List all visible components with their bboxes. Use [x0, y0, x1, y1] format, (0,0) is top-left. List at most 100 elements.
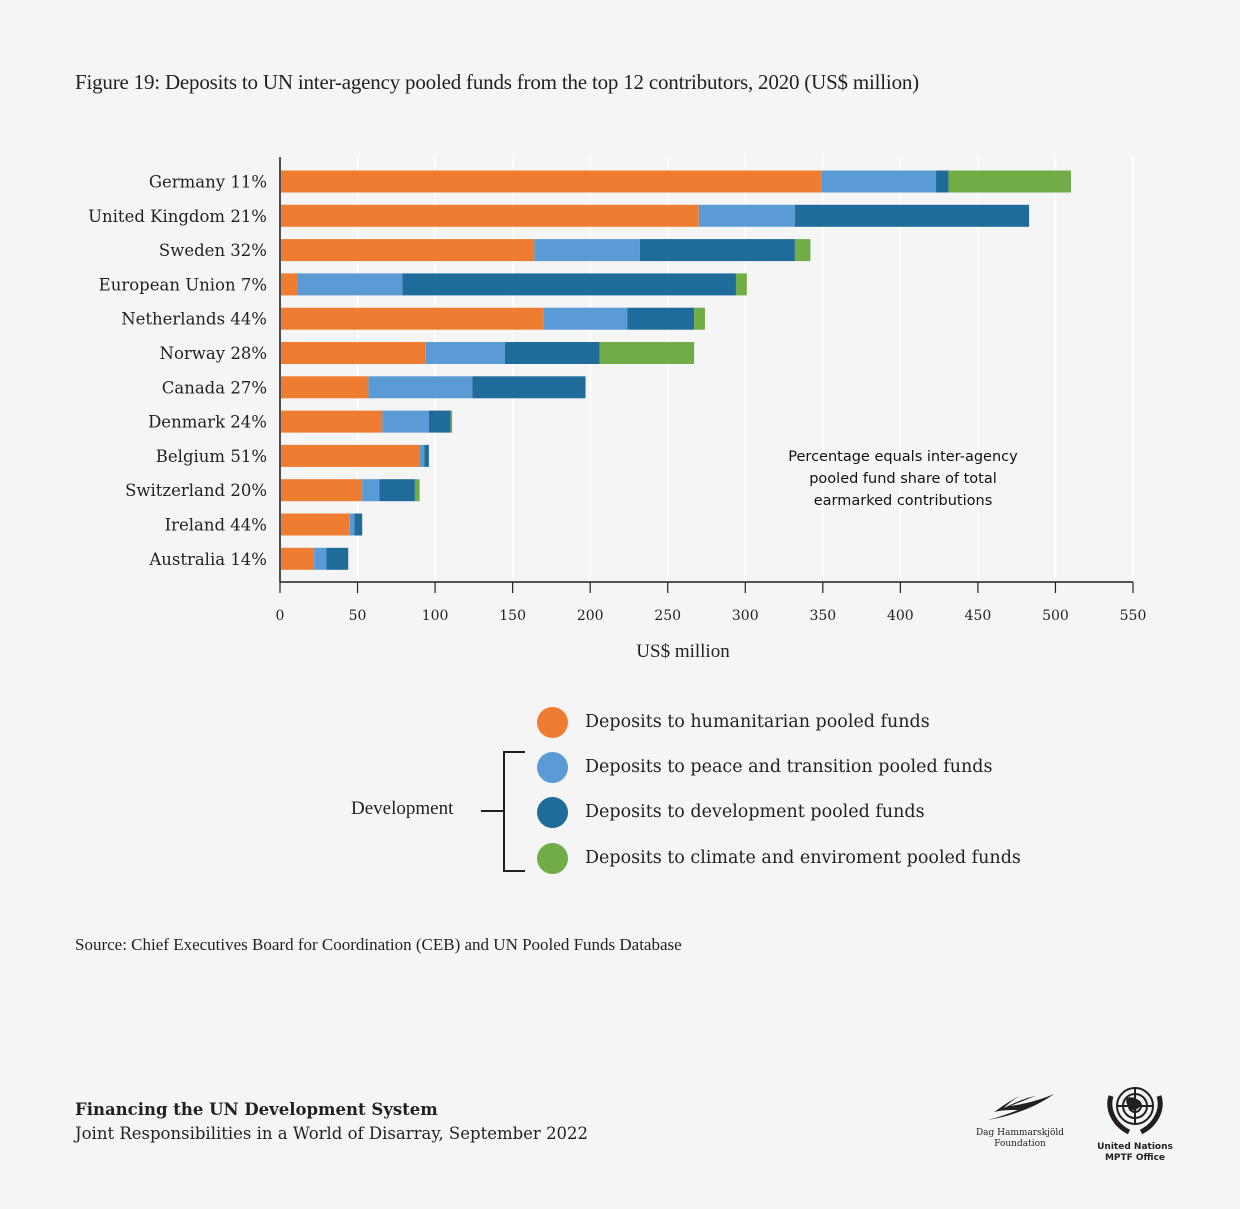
bar-segment	[599, 342, 695, 364]
legend-item-humanitarian: Deposits to humanitarian pooled funds	[537, 706, 930, 738]
x-tick-label: 300	[732, 608, 759, 624]
category-label: Belgium 51%	[156, 447, 267, 466]
bar-segment	[794, 239, 811, 262]
x-tick-label: 500	[1042, 608, 1069, 624]
bar-segment	[280, 444, 420, 467]
x-tick-label: 250	[654, 608, 681, 624]
axes	[279, 157, 1133, 583]
bar-segment	[450, 410, 453, 433]
legend-label: Deposits to climate and enviroment poole…	[585, 848, 1021, 868]
gridlines	[356, 157, 1134, 582]
bar-segment	[379, 479, 415, 502]
category-label: Netherlands 44%	[121, 310, 267, 329]
bar-segment	[280, 410, 383, 433]
footer-title: Financing the UN Development System	[75, 1100, 438, 1119]
bar-segment	[821, 170, 937, 193]
bar-segment	[326, 547, 349, 570]
footer-subtitle: Joint Responsibilities in a World of Dis…	[75, 1124, 589, 1143]
legend-swatch-humanitarian	[537, 706, 568, 738]
x-tick-label: 350	[809, 608, 836, 624]
category-label: Denmark 24%	[148, 413, 267, 432]
legend-label: Deposits to humanitarian pooled funds	[585, 712, 930, 732]
x-tick-label: 550	[1120, 608, 1147, 624]
bar-segment	[414, 479, 420, 502]
bar-segment	[639, 239, 795, 262]
bar-segment	[425, 342, 505, 364]
legend-item-climate: Deposits to climate and enviroment poole…	[537, 842, 1021, 874]
bracket	[503, 751, 505, 871]
x-ticks: 0 50 100 150 200 250 300 350 400 450 500 550	[276, 582, 1147, 624]
category-label: United Kingdom 21%	[88, 207, 267, 226]
bar-segment	[627, 307, 695, 330]
bar-segment	[794, 204, 1030, 227]
bar-segment	[694, 307, 705, 330]
bar-segment	[280, 204, 699, 227]
legend-label: Deposits to peace and transition pooled …	[585, 757, 993, 777]
bar-segment	[735, 273, 747, 296]
category-label: Sweden 32%	[159, 241, 267, 260]
bar-segment	[948, 170, 1071, 193]
bracket-top	[503, 751, 525, 753]
bar-segment	[280, 342, 426, 364]
bar-segment	[280, 273, 298, 296]
chart-title: Figure 19: Deposits to UN inter-agency p…	[75, 70, 919, 94]
bar-segment	[280, 239, 535, 262]
x-tick-label: 0	[276, 608, 285, 624]
bracket-bottom	[503, 870, 525, 872]
dag-hammarskjold-foundation-logo: Dag Hammarskjöld Foundation	[975, 1090, 1065, 1150]
bar-segment	[504, 342, 600, 364]
un-caption-line2: MPTF Office	[1104, 1153, 1166, 1163]
bar-segment	[280, 376, 369, 399]
category-label: Australia 14%	[148, 550, 267, 569]
bar-segment	[280, 513, 350, 536]
bar-segment	[382, 410, 429, 433]
category-label: Ireland 44%	[165, 516, 267, 535]
x-tick-label: 450	[965, 608, 992, 624]
un-caption-line1: United Nations	[1097, 1142, 1173, 1152]
x-tick-label: 50	[349, 608, 367, 624]
bar-segment	[349, 513, 355, 536]
bar-segment	[543, 307, 628, 330]
chart-annotation: Percentage equals inter-agency pooled fu…	[788, 449, 1018, 509]
bracket-connector	[481, 810, 503, 812]
category-label: Germany 11%	[149, 173, 267, 192]
legend-swatch-development	[537, 796, 568, 828]
source-note: Source: Chief Executives Board for Coord…	[75, 935, 682, 954]
x-tick-label: 400	[887, 608, 914, 624]
legend-item-development: Deposits to development pooled funds	[537, 796, 925, 828]
x-tick-label: 200	[577, 608, 604, 624]
x-tick-label: 150	[499, 608, 526, 624]
un-emblem-icon	[1107, 1087, 1163, 1135]
dhf-caption-line1: Dag Hammarskjöld	[975, 1128, 1065, 1138]
bar-segment	[936, 170, 949, 193]
x-axis-title: US$ million	[636, 641, 730, 662]
un-mptf-logo: United Nations MPTF Office	[1095, 1078, 1175, 1164]
bar-segment	[368, 376, 473, 399]
stacked-bar-chart: Germany 11% United Kingdom 21% Sweden 32% E…	[88, 157, 1147, 662]
category-label: European Union 7%	[99, 275, 267, 294]
dhf-caption-line2: Foundation	[994, 1139, 1046, 1149]
category-labels: Germany 11% United Kingdom 21% Sweden 32% E…	[88, 173, 267, 569]
legend-group-label: Development	[351, 798, 454, 819]
bar-segment	[402, 273, 736, 296]
bar-segment	[472, 376, 586, 399]
bar-segment	[280, 547, 315, 570]
bar-segment	[280, 479, 363, 502]
bar-segment	[419, 444, 425, 467]
legend-label: Deposits to development pooled funds	[585, 802, 925, 822]
bars	[280, 170, 1071, 570]
bar-segment	[424, 444, 429, 467]
category-label: Switzerland 20%	[125, 481, 267, 500]
bar-segment	[428, 410, 451, 433]
bar-segment	[280, 307, 544, 330]
bar-segment	[354, 513, 363, 536]
category-label: Canada 27%	[162, 378, 267, 397]
leaf-icon	[988, 1094, 1054, 1120]
category-label: Norway 28%	[160, 344, 267, 363]
bar-segment	[314, 547, 327, 570]
legend-swatch-peace-transition	[537, 751, 568, 783]
legend-swatch-climate	[537, 842, 568, 874]
legend-item-peace-transition: Deposits to peace and transition pooled …	[537, 751, 992, 783]
bar-segment	[362, 479, 380, 502]
bar-segment	[297, 273, 403, 296]
